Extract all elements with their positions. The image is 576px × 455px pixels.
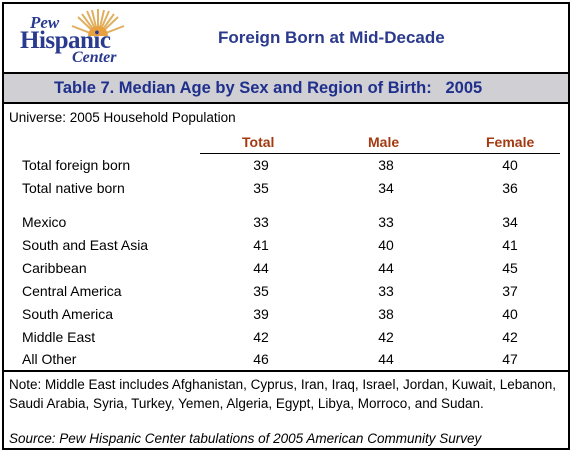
cell-female: 41 (502, 237, 518, 253)
cell-female: 45 (502, 260, 518, 276)
cell-total: 46 (253, 351, 269, 367)
table-row: Central America 35 33 37 (4, 283, 568, 303)
table-row: Total foreign born 39 38 40 (4, 157, 568, 177)
universe-label: Universe: 2005 Household Population (9, 110, 236, 125)
cell-male: 44 (378, 351, 394, 367)
table-row: South and East Asia 41 40 41 (4, 237, 568, 257)
cell-female: 40 (502, 157, 518, 173)
cell-female: 37 (502, 283, 518, 299)
cell-total: 39 (253, 306, 269, 322)
table-bottom-divider (4, 370, 568, 372)
cell-male: 44 (378, 260, 394, 276)
table-document: Pew Hispanic Center Foreign Born at Mid-… (2, 2, 570, 450)
cell-total: 39 (253, 157, 269, 173)
cell-total: 42 (253, 329, 269, 345)
cell-total: 44 (253, 260, 269, 276)
cell-male: 34 (378, 180, 394, 196)
source-citation: Source: Pew Hispanic Center tabulations … (9, 431, 482, 446)
cell-male: 33 (378, 283, 394, 299)
cell-female: 34 (502, 214, 518, 230)
cell-total: 33 (253, 214, 269, 230)
logo-word-center: Center (72, 49, 117, 66)
column-header-male: Male (368, 134, 400, 150)
cell-total: 35 (253, 283, 269, 299)
cell-total: 41 (253, 237, 269, 253)
cell-female: 42 (502, 329, 518, 345)
table-title: Table 7. Median Age by Sex and Region of… (54, 79, 483, 97)
row-label: Central America (22, 283, 122, 299)
cell-female: 40 (502, 306, 518, 322)
table-title-bar: Table 7. Median Age by Sex and Region of… (4, 72, 568, 104)
logo-word-pew: Pew (30, 13, 60, 32)
row-label: Middle East (22, 329, 96, 345)
report-title: Foreign Born at Mid-Decade (218, 28, 445, 47)
row-label: Total foreign born (22, 157, 131, 173)
header-divider (200, 153, 560, 154)
cell-male: 33 (378, 214, 394, 230)
cell-male: 42 (378, 329, 394, 345)
column-header-female: Female (486, 134, 535, 150)
row-label: All Other (22, 351, 77, 367)
cell-male: 38 (378, 157, 394, 173)
table-note: Note: Middle East includes Afghanistan, … (9, 377, 557, 411)
row-label: South and East Asia (22, 237, 149, 253)
cell-male: 40 (378, 237, 394, 253)
table-row: All Other 46 44 47 (4, 351, 568, 371)
column-header-total: Total (242, 134, 275, 150)
table-row: Caribbean 44 44 45 (4, 260, 568, 280)
pew-hispanic-center-logo: Pew Hispanic Center (18, 8, 138, 68)
cell-male: 38 (378, 306, 394, 322)
cell-total: 35 (253, 180, 269, 196)
logo-word-hispanic: Hispanic (20, 27, 111, 54)
row-label: South America (22, 306, 114, 322)
table-row: Mexico 33 33 34 (4, 214, 568, 234)
row-label: Mexico (22, 214, 67, 230)
sun-icon (71, 9, 125, 36)
cell-female: 47 (502, 351, 518, 367)
table-row: South America 39 38 40 (4, 306, 568, 326)
cell-female: 36 (502, 180, 518, 196)
row-label: Total native born (22, 180, 125, 196)
table-row: Middle East 42 42 42 (4, 329, 568, 349)
header: Pew Hispanic Center Foreign Born at Mid-… (4, 4, 568, 72)
row-label: Caribbean (22, 260, 87, 276)
table-row: Total native born 35 34 36 (4, 180, 568, 200)
